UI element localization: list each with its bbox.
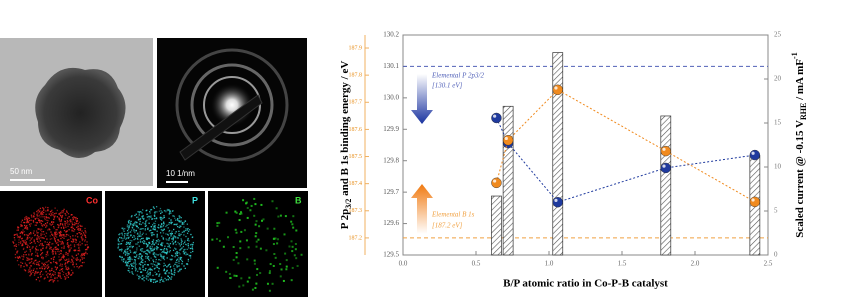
y-tick-label: 130.2: [383, 31, 399, 39]
bar: [491, 195, 502, 256]
point: [660, 145, 671, 157]
arrow: [411, 74, 433, 124]
y-tick-label: 129.9: [383, 125, 399, 133]
x-axis-title: B/P atomic ratio in Co-P-B catalyst: [503, 278, 668, 290]
tem-image: 50 nm: [0, 38, 153, 186]
x-tick-label: 2.5: [764, 260, 773, 268]
y3-tick-label: 187.5: [349, 154, 363, 160]
element-label: B: [295, 195, 302, 205]
axis-title-part: 3/2: [344, 199, 353, 209]
y3-tick-label: 187.8: [349, 73, 363, 79]
axis-title-part: and B 1s binding energy / eV: [339, 61, 351, 199]
scale-label: 50 nm: [10, 167, 33, 176]
plot-frame: [402, 34, 769, 256]
axis-title-part: P 2p: [339, 209, 351, 229]
x-tick-label: 1.5: [618, 260, 627, 268]
bar: [502, 105, 514, 256]
point: [660, 162, 671, 174]
y2-tick-label: 15: [774, 119, 782, 127]
x-tick-label: 2.0: [691, 260, 700, 268]
point: [749, 196, 761, 208]
scale-label: 10 1/nm: [166, 169, 195, 178]
line: [495, 117, 755, 203]
y2-tick-label: 20: [774, 75, 782, 83]
y3-tick-label: 187.4: [349, 181, 363, 187]
axis-title-part: RHE: [799, 103, 808, 120]
y3-tick-label: 187.6: [349, 127, 363, 133]
y2-tick-label: 10: [774, 163, 782, 171]
bar: [552, 52, 564, 256]
point: [491, 177, 502, 189]
reference-label: [130.1 eV]: [432, 82, 463, 90]
x-tick-label: 1.0: [545, 260, 554, 268]
axis-title-part: -1: [790, 52, 799, 59]
reference-label: [187.2 eV]: [432, 222, 463, 230]
element-label: P: [192, 195, 198, 205]
y3-tick-label: 187.9: [349, 45, 363, 51]
line: [495, 89, 756, 203]
y-tick-label: 129.5: [383, 251, 399, 259]
x-tick-label: 0.0: [399, 260, 408, 268]
y2-tick-label: 25: [774, 31, 782, 39]
x-tick-label: 0.5: [472, 260, 481, 268]
point: [502, 135, 514, 146]
axis-title-part: / mA mF: [794, 59, 806, 103]
diffraction-image: 10 1/nm: [157, 38, 307, 188]
y2-axis-title: Scaled current @ -0.15 VRHE / mA mF-1: [790, 52, 808, 237]
y-tick-label: 130.1: [383, 62, 399, 70]
point: [749, 149, 761, 161]
y2-tick-label: 0: [774, 251, 778, 259]
y3-tick-label: 187.2: [349, 235, 363, 241]
y-axis-title: P 2p3/2 and B 1s binding energy / eV: [339, 61, 354, 230]
arrow: [411, 184, 433, 234]
y-tick-label: 129.7: [383, 188, 399, 196]
chart: 0.0 0.5 1.0 1.5 2.0 2.5 129.5 129.6 129.7 129.8 12…: [339, 31, 809, 290]
point: [552, 196, 563, 208]
point: [491, 112, 502, 124]
y-tick-label: 129.8: [383, 156, 399, 164]
y2-tick-label: 5: [774, 207, 778, 215]
reference-label: Elemental P 2p3/2: [431, 72, 484, 80]
reference-label: Elemental B 1s: [431, 211, 475, 219]
bar: [660, 115, 672, 256]
axis-title-part: Scaled current @ -0.15 V: [794, 120, 806, 238]
y3-tick-label: 187.7: [349, 100, 363, 106]
element-label: Co: [86, 195, 98, 205]
y-tick-label: 130.0: [383, 93, 399, 101]
point: [552, 84, 563, 95]
eds-maps: Co P B: [0, 191, 308, 297]
y-tick-label: 129.6: [383, 219, 399, 227]
y3-tick-label: 187.3: [349, 208, 363, 214]
